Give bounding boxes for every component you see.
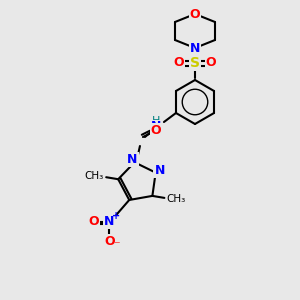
Text: ⁻: ⁻ bbox=[113, 239, 119, 253]
Text: N: N bbox=[190, 41, 200, 55]
Text: N: N bbox=[151, 121, 161, 134]
Text: N: N bbox=[104, 215, 114, 229]
Text: +: + bbox=[112, 211, 120, 221]
Text: O: O bbox=[190, 8, 200, 20]
Text: O: O bbox=[104, 236, 115, 248]
Text: CH₃: CH₃ bbox=[167, 194, 186, 204]
Text: N: N bbox=[154, 164, 165, 177]
Text: O: O bbox=[206, 56, 216, 70]
Text: H: H bbox=[152, 116, 160, 126]
Text: O: O bbox=[174, 56, 184, 70]
Text: O: O bbox=[151, 124, 161, 136]
Text: O: O bbox=[88, 215, 98, 229]
Text: N: N bbox=[127, 153, 138, 166]
Text: CH₃: CH₃ bbox=[85, 171, 104, 181]
Text: S: S bbox=[190, 56, 200, 70]
